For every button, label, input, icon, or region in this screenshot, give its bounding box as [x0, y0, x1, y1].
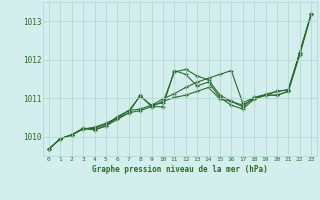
X-axis label: Graphe pression niveau de la mer (hPa): Graphe pression niveau de la mer (hPa) [92, 165, 268, 174]
